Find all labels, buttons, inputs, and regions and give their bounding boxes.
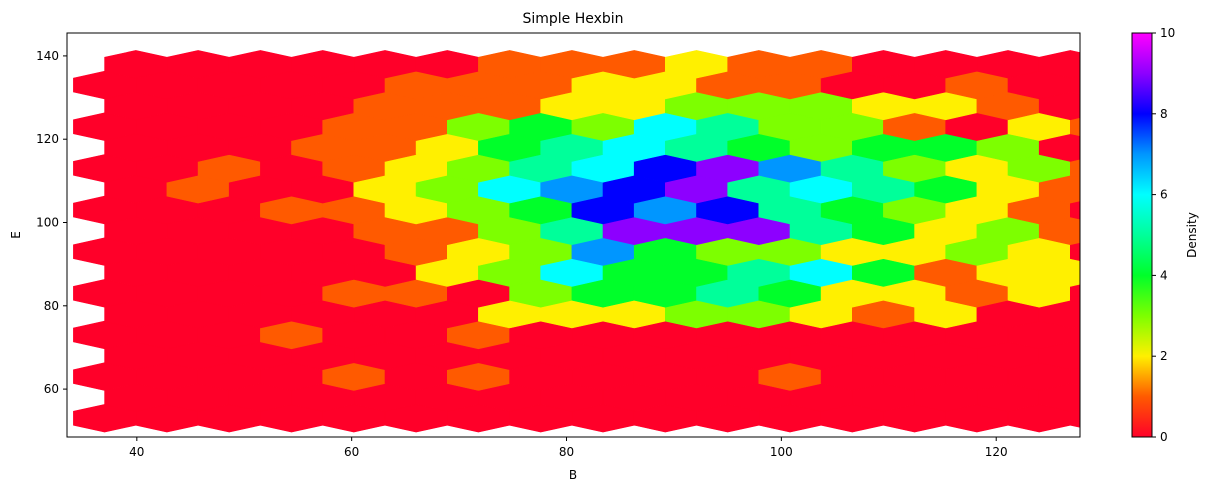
y-axis-label: E	[9, 231, 23, 239]
hex-layer	[73, 50, 1080, 433]
y-tick-label: 80	[44, 299, 59, 313]
colorbar	[1131, 32, 1153, 438]
colorbar-tick-label: 10	[1160, 26, 1175, 40]
colorbar-tick-label: 0	[1160, 430, 1168, 444]
colorbar-axis: 0 2 4 6 8 10	[1152, 26, 1175, 444]
y-axis: 60 80 100 120 140	[36, 49, 67, 396]
colorbar-tick-label: 4	[1160, 268, 1168, 282]
colorbar-label: Density	[1185, 212, 1199, 258]
y-tick-label: 120	[36, 132, 59, 146]
colorbar-tick-label: 8	[1160, 107, 1168, 121]
x-tick-label: 80	[559, 445, 574, 459]
plot-frame	[66, 32, 1081, 438]
x-tick-label: 40	[129, 445, 144, 459]
x-tick-label: 100	[770, 445, 793, 459]
x-tick-label: 60	[344, 445, 359, 459]
y-tick-label: 140	[36, 49, 59, 63]
hex-bin	[1038, 50, 1080, 79]
colorbar-tick-label: 2	[1160, 349, 1168, 363]
x-axis-label: B	[569, 468, 577, 482]
colorbar-tick-label: 6	[1160, 188, 1168, 202]
y-tick-label: 100	[36, 216, 59, 230]
x-tick-label: 120	[985, 445, 1008, 459]
chart-title: Simple Hexbin	[522, 11, 623, 27]
x-axis: 40 60 80 100 120	[129, 437, 1008, 459]
y-tick-label: 60	[44, 382, 59, 396]
